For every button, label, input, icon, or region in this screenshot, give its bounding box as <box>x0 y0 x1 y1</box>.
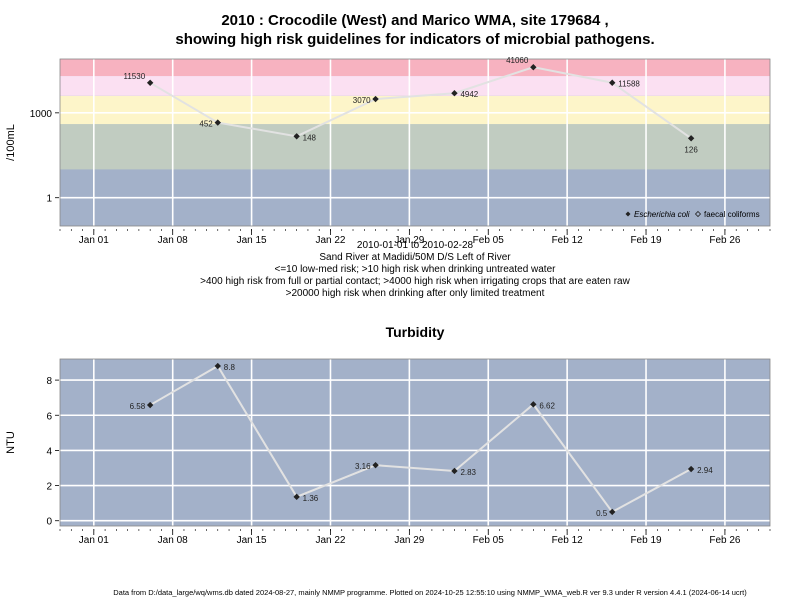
data-point-1-0 <box>146 401 154 409</box>
panel-1-ytick-label-2: 4 <box>46 446 52 457</box>
panel-1-ytick-label-4: 8 <box>46 376 52 387</box>
data-label-1-6: 0.5 <box>596 509 608 518</box>
panel-1-ytick-label-0: 0 <box>46 517 52 528</box>
series-0-line <box>149 66 692 140</box>
panel-1-ytick-label-3: 6 <box>46 411 52 422</box>
data-label-0-5: 41060 <box>506 56 529 65</box>
data-point-0-2 <box>293 133 300 140</box>
data-label-1-1: 8.8 <box>224 363 236 372</box>
legend-label-faecal: faecal coliforms <box>704 210 760 219</box>
panel-0-ytick-label-1: 1000 <box>30 109 53 120</box>
turbidity-title: Turbidity <box>385 324 445 340</box>
data-label-1-4: 2.83 <box>460 468 476 477</box>
data-label-0-4: 4942 <box>460 90 478 99</box>
chart-title-line1: 2010 : Crocodile (West) and Marico WMA, … <box>221 12 609 29</box>
data-label-0-6: 11588 <box>618 80 640 89</box>
panel-1-xtick-label-1: Jan 08 <box>158 535 188 546</box>
panel-1-ylabel: NTU <box>5 431 17 454</box>
data-point-1-4 <box>451 467 458 475</box>
panel-1-xtick-label-5: Feb 05 <box>473 535 505 546</box>
panel-0-xtick-label-1: Jan 08 <box>158 235 188 246</box>
series-1-line <box>149 364 692 514</box>
panel-1-xtick-label-0: Jan 01 <box>79 535 109 546</box>
panel-1-xtick-label-3: Jan 22 <box>315 535 345 546</box>
data-point-1-1 <box>214 362 221 370</box>
panel-1-frame <box>59 358 771 527</box>
panel-1-xtick-label-2: Jan 15 <box>237 535 267 546</box>
data-label-0-7: 126 <box>684 145 698 154</box>
panel-0-xtick-label-3: Jan 22 <box>315 235 345 246</box>
data-point-1-2 <box>293 493 300 501</box>
data-label-0-0: 11530 <box>124 72 146 81</box>
data-label-1-5: 6.62 <box>539 401 555 410</box>
data-point-1-3 <box>372 461 379 469</box>
data-label-1-3: 3.16 <box>355 462 371 471</box>
subtitle-risk-treatment: >20000 high risk when drinking after onl… <box>285 288 545 299</box>
data-point-0-1 <box>214 119 221 126</box>
panel-1-ytick-label-1: 2 <box>46 482 52 493</box>
panel-0-xtick-label-5: Feb 05 <box>473 235 505 246</box>
data-point-0-7 <box>687 135 695 142</box>
risk-band-3 <box>60 76 770 96</box>
risk-band-4 <box>60 59 770 77</box>
data-point-1-5 <box>530 401 537 408</box>
panel-0-xtick-label-7: Feb 19 <box>630 235 662 246</box>
panel-0-frame <box>59 58 771 227</box>
data-label-0-2: 148 <box>303 133 317 142</box>
panel-1-xtick-label-7: Feb 19 <box>630 535 662 546</box>
data-label-0-3: 3070 <box>353 96 371 105</box>
data-point-1-6 <box>609 508 616 516</box>
panel-1-xtick-label-4: Jan 29 <box>394 535 424 546</box>
data-point-0-6 <box>609 79 616 86</box>
panel-1-xtick-label-6: Feb 12 <box>552 535 584 546</box>
panel-0-xtick-label-2: Jan 15 <box>237 235 267 246</box>
panel-1-background <box>60 359 770 526</box>
data-label-1-0: 6.58 <box>130 402 146 411</box>
legend-marker-ecoli <box>625 211 631 217</box>
subtitle-date-range: 2010-01-01 to 2010-02-28 <box>356 240 474 251</box>
subtitle-site: Sand River at Madidi/50M D/S Left of Riv… <box>319 252 511 263</box>
panel-0-xtick-label-6: Feb 12 <box>552 235 584 246</box>
data-label-1-2: 1.36 <box>303 494 319 503</box>
data-label-0-1: 452 <box>199 120 213 129</box>
panel-0-ylabel: /100mL <box>5 124 17 161</box>
data-point-0-0 <box>146 79 154 86</box>
panel-0-ytick-label-0: 1 <box>46 194 52 205</box>
footer-note: Data from D:/data_large/wq/wms.db dated … <box>113 588 747 597</box>
subtitle-risk-contact: >400 high risk from full or partial cont… <box>200 276 630 287</box>
panel-0-xtick-label-4: Jan 29 <box>394 235 424 246</box>
panel-1-xtick-label-8: Feb 26 <box>709 535 741 546</box>
chart-title-line2: showing high risk guidelines for indicat… <box>175 31 655 48</box>
data-point-0-5 <box>530 63 537 71</box>
panel-0-xtick-label-8: Feb 26 <box>709 235 741 246</box>
data-point-0-4 <box>451 90 458 97</box>
data-point-0-3 <box>372 95 379 103</box>
panel-0-xtick-label-0: Jan 01 <box>79 235 109 246</box>
data-label-1-7: 2.94 <box>697 466 713 475</box>
subtitle-risk-drinking: <=10 low-med risk; >10 high risk when dr… <box>274 264 556 275</box>
data-point-1-7 <box>687 465 695 473</box>
legend-marker-faecal <box>694 210 702 218</box>
legend-label-ecoli: Escherichia coli <box>634 210 690 219</box>
risk-band-1 <box>60 124 770 170</box>
